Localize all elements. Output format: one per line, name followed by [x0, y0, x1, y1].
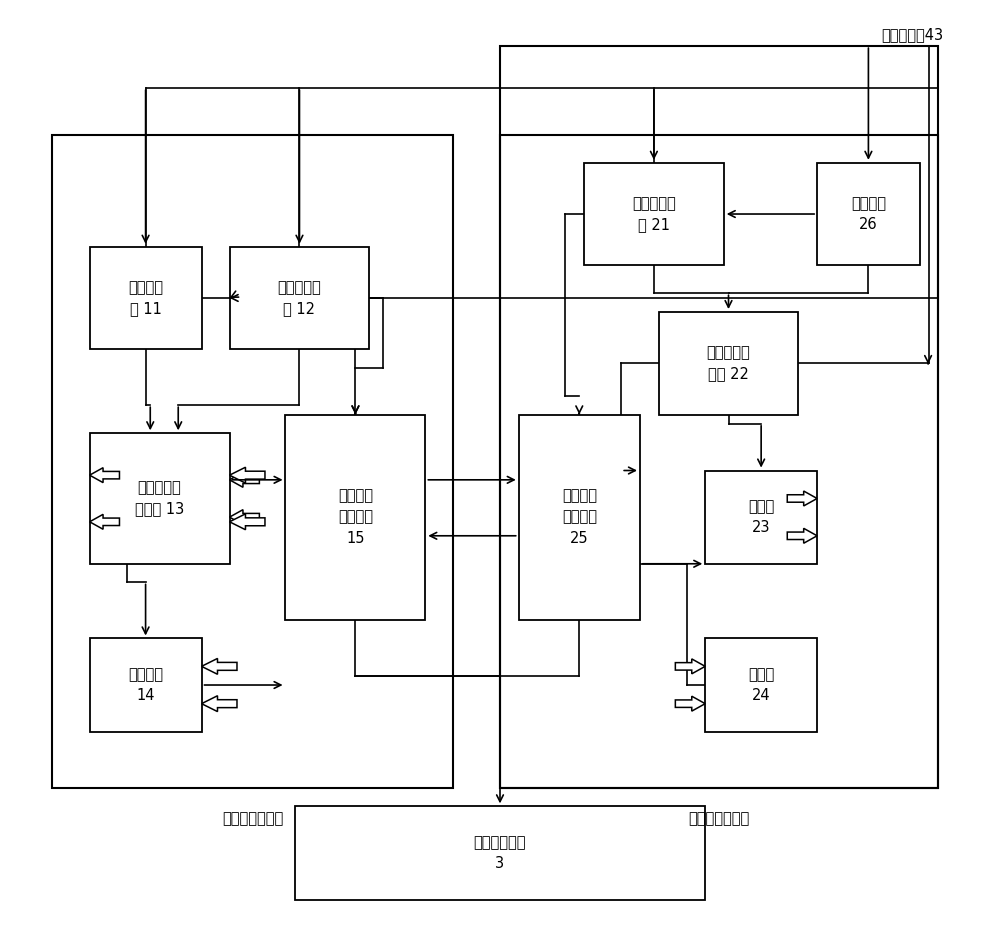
- Text: 控制和计时
单元 22: 控制和计时 单元 22: [707, 345, 750, 381]
- Polygon shape: [675, 659, 705, 674]
- Text: 控制和计时
器 12: 控制和计时 器 12: [278, 280, 321, 316]
- Bar: [659, 312, 798, 415]
- Bar: [230, 247, 369, 349]
- Text: 接收信息
处理单元
15: 接收信息 处理单元 15: [338, 488, 373, 546]
- Bar: [705, 470, 817, 564]
- Polygon shape: [90, 468, 119, 483]
- Polygon shape: [675, 696, 705, 711]
- Text: 温度识别单
元 21: 温度识别单 元 21: [632, 196, 676, 232]
- Polygon shape: [90, 515, 119, 529]
- Bar: [90, 638, 202, 732]
- Text: 接收基阵
14: 接收基阵 14: [128, 667, 163, 703]
- Text: 装置开关ｃ43: 装置开关ｃ43: [881, 27, 943, 42]
- Text: 声程测量模块２: 声程测量模块２: [689, 811, 750, 826]
- Bar: [90, 433, 230, 564]
- Text: 接收器
24: 接收器 24: [748, 667, 774, 703]
- Polygon shape: [230, 472, 259, 487]
- Bar: [817, 163, 920, 265]
- Bar: [705, 638, 817, 732]
- Text: 瓜果探测模块１: 瓜果探测模块１: [222, 811, 283, 826]
- Bar: [584, 163, 724, 265]
- Bar: [90, 247, 202, 349]
- Bar: [285, 415, 425, 620]
- Polygon shape: [787, 528, 817, 543]
- Text: 联动开关
26: 联动开关 26: [851, 196, 886, 232]
- Text: 信息处理模块
3: 信息处理模块 3: [474, 835, 526, 870]
- Polygon shape: [230, 510, 259, 524]
- Polygon shape: [230, 468, 265, 483]
- Bar: [500, 135, 938, 788]
- Polygon shape: [202, 695, 237, 711]
- Bar: [52, 135, 453, 788]
- Text: 发射接收一
体基阵 13: 发射接收一 体基阵 13: [135, 481, 184, 517]
- Text: 频率调节
器 11: 频率调节 器 11: [128, 280, 163, 316]
- Text: 发射器
23: 发射器 23: [748, 499, 774, 535]
- Bar: [500, 46, 938, 788]
- Polygon shape: [787, 491, 817, 506]
- Text: 声程信息
处理单元
25: 声程信息 处理单元 25: [562, 488, 597, 546]
- Polygon shape: [202, 659, 237, 675]
- Bar: [295, 806, 705, 900]
- Bar: [519, 415, 640, 620]
- Polygon shape: [230, 514, 265, 530]
